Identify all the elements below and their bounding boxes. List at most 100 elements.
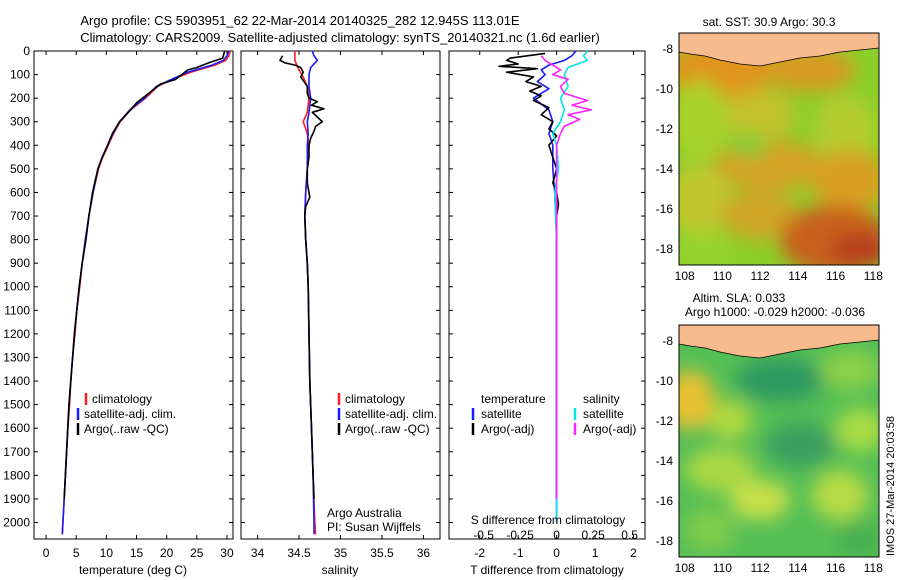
x-tick-label: 1 xyxy=(592,546,599,560)
difference-top-axis-label: S difference from climatology xyxy=(471,513,626,527)
map-y-tick-label: -12 xyxy=(656,122,674,136)
timestamp-watermark: IMOS 27-Mar-2014 20:03:58 xyxy=(885,416,897,556)
y-tick-label: 600 xyxy=(10,185,30,199)
top-tick-label: 0 xyxy=(553,528,560,542)
map-y-tick-label: -16 xyxy=(656,202,674,216)
x-tick-label: 0 xyxy=(553,546,560,560)
legend-label-climatology: climatology xyxy=(92,392,152,406)
legend-header-salinity: salinity xyxy=(583,392,620,406)
map-y-tick-label: -14 xyxy=(656,454,674,468)
y-tick-label: 900 xyxy=(10,256,30,270)
map-x-tick-label: 116 xyxy=(826,561,845,575)
difference-axes xyxy=(448,50,646,540)
temperature-xlabel: temperature (deg C) xyxy=(79,563,187,577)
y-tick-label: 800 xyxy=(10,233,30,247)
top-tick-label: -0.25 xyxy=(506,528,534,542)
x-tick-label: 25 xyxy=(190,546,204,560)
map-x-tick-label: 108 xyxy=(675,269,695,283)
map-y-tick-label: -10 xyxy=(656,374,674,388)
y-tick-label: 1000 xyxy=(3,280,30,294)
y-tick-label: 1500 xyxy=(3,398,30,412)
sst-map xyxy=(679,33,879,265)
x-tick-label: 34 xyxy=(251,546,265,560)
x-tick-label: 0 xyxy=(43,546,50,560)
x-tick-label: 5 xyxy=(73,546,80,560)
legend-label-sal-argo: Argo(-adj) xyxy=(583,422,636,436)
salinity-legend: climatology satellite-adj. clim. Argo(..… xyxy=(327,392,437,534)
map-x-tick-label: 118 xyxy=(864,561,883,575)
series-line-argo-raw-qc- xyxy=(279,55,325,499)
top-tick-label: 0.25 xyxy=(581,528,605,542)
map-x-tick-label: 110 xyxy=(713,269,732,283)
salinity-axes xyxy=(240,50,441,540)
legend-label-satellite: satellite-adj. clim. xyxy=(345,407,437,421)
x-tick-label: 30 xyxy=(220,546,234,560)
legend-label-temp-argo: Argo(-adj) xyxy=(481,422,534,436)
y-tick-label: 1900 xyxy=(3,492,30,506)
salinity-xlabel: salinity xyxy=(322,563,359,577)
map-x-tick-label: 116 xyxy=(826,269,845,283)
map-y-tick-label: -12 xyxy=(656,414,674,428)
map-x-tick-label: 114 xyxy=(788,561,807,575)
top-tick-label: -0.5 xyxy=(473,528,494,542)
y-tick-label: 1100 xyxy=(4,303,30,317)
series-line-temperature-argo-adj- xyxy=(498,52,560,499)
y-tick-label: 700 xyxy=(10,209,30,223)
y-tick-label: 1600 xyxy=(3,421,30,435)
x-tick-label: 10 xyxy=(100,546,114,560)
x-tick-label: -1 xyxy=(513,546,524,560)
y-tick-label: 1300 xyxy=(3,350,30,364)
y-tick-label: 400 xyxy=(10,138,30,152)
y-tick-label: 1400 xyxy=(3,374,30,388)
legend-label-argo: Argo(..raw -QC) xyxy=(345,422,430,436)
x-tick-label: 34.5 xyxy=(287,546,311,560)
legend-label-sal-satellite: satellite xyxy=(583,407,624,421)
legend-label-temp-satellite: satellite xyxy=(481,407,522,421)
difference-xlabel: T difference from climatology xyxy=(470,563,624,577)
difference-legend: temperature salinity satellite Argo(-adj… xyxy=(471,392,636,436)
x-tick-label: 36 xyxy=(417,546,431,560)
map-y-tick-label: -18 xyxy=(656,534,674,548)
y-tick-label: 0 xyxy=(23,44,30,58)
legend-label-satellite: satellite-adj. clim. xyxy=(84,407,176,421)
series-line-argo-raw-qc- xyxy=(63,50,226,499)
agency-label: Argo Australia xyxy=(327,506,402,520)
pi-label: PI: Susan Wijffels xyxy=(327,520,421,534)
x-tick-label: 2 xyxy=(630,546,637,560)
sla-map xyxy=(679,325,879,557)
x-tick-label: 35.5 xyxy=(370,546,394,560)
map-y-tick-label: -8 xyxy=(662,334,673,348)
y-tick-label: 300 xyxy=(10,115,30,129)
legend-header-temperature: temperature xyxy=(481,392,546,406)
map-x-tick-label: 110 xyxy=(713,561,732,575)
map-x-tick-label: 112 xyxy=(751,269,770,283)
title-line-2: Climatology: CARS2009. Satellite-adjuste… xyxy=(80,30,600,45)
title-line-1: Argo profile: CS 5903951_62 22-Mar-2014 … xyxy=(80,13,520,28)
sst-map-title: sat. SST: 30.9 Argo: 30.3 xyxy=(703,15,836,29)
temperature-axes xyxy=(33,50,234,540)
legend-label-argo: Argo(..raw -QC) xyxy=(84,422,169,436)
y-tick-label: 200 xyxy=(10,91,30,105)
map-y-tick-label: -10 xyxy=(656,82,674,96)
legend-label-climatology: climatology xyxy=(345,392,405,406)
temperature-legend: climatology satellite-adj. clim. Argo(..… xyxy=(76,392,176,436)
sla-map-title-line-2: Argo h1000: -0.029 h2000: -0.036 xyxy=(685,305,865,319)
y-tick-label: 1200 xyxy=(3,327,30,341)
map-x-tick-label: 118 xyxy=(864,269,883,283)
sst-map-frame xyxy=(678,32,880,266)
y-tick-label: 500 xyxy=(10,162,30,176)
series-line-salinity-argo-adj- xyxy=(540,55,593,499)
map-y-tick-label: -8 xyxy=(662,42,673,56)
y-tick-label: 1700 xyxy=(3,445,30,459)
y-tick-label: 1800 xyxy=(3,468,30,482)
x-tick-label: 20 xyxy=(160,546,174,560)
top-tick-label: 0.5 xyxy=(621,528,638,542)
y-tick-label: 100 xyxy=(10,68,30,82)
sla-map-frame xyxy=(678,324,880,558)
y-tick-label: 2000 xyxy=(3,515,30,529)
map-y-tick-label: -18 xyxy=(656,242,674,256)
x-tick-label: 35 xyxy=(334,546,348,560)
map-x-tick-label: 112 xyxy=(751,561,770,575)
map-x-tick-label: 114 xyxy=(788,269,807,283)
